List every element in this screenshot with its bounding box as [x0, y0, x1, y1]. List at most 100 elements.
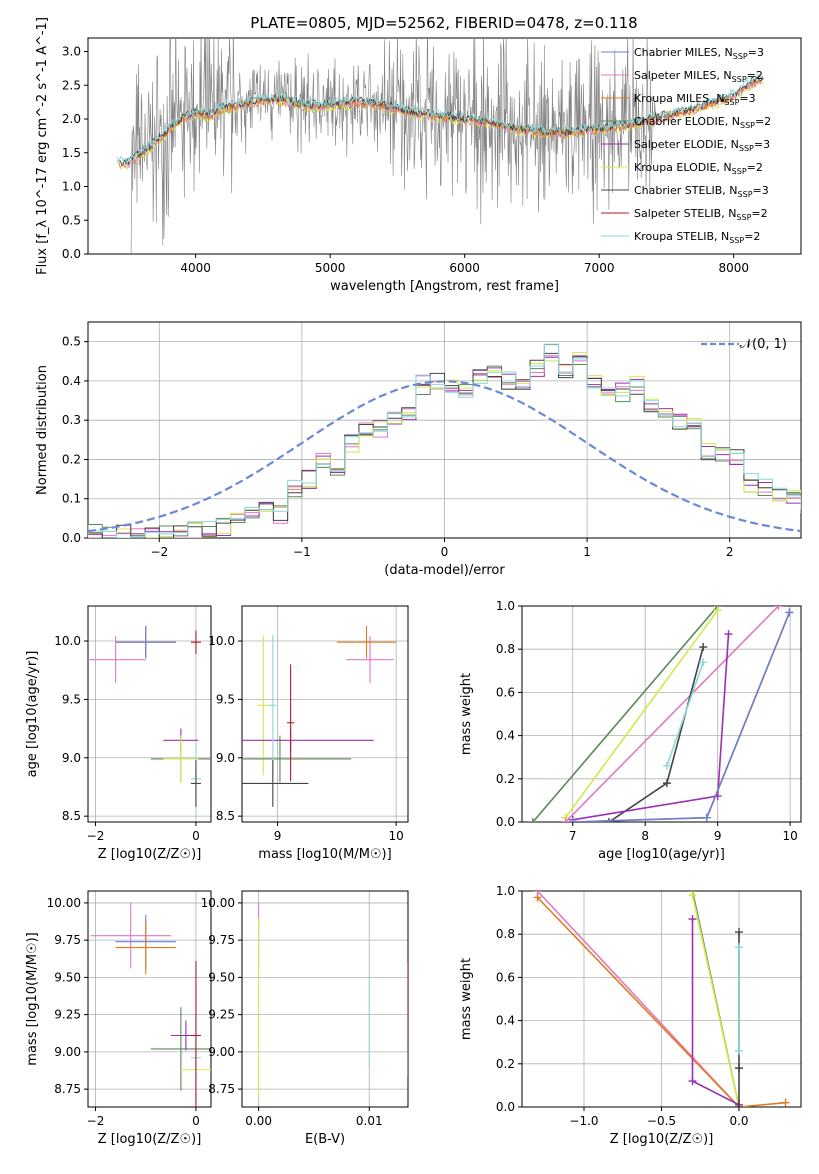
data-point-marker — [699, 643, 708, 652]
y-tick-label: 9.50 — [54, 970, 81, 984]
y-tick-label: 0.2 — [496, 772, 515, 786]
data-point-marker — [735, 1103, 743, 1107]
panels: 4000 5000 6000 7000 80000.00.51.01.52.02.53.… — [25, 17, 802, 1147]
y-axis-label: age [log10(age/yr)] — [25, 651, 40, 778]
legend-nssp: =2 — [755, 115, 771, 128]
data-point-marker — [533, 893, 542, 902]
axes-frame — [87, 890, 212, 1108]
x-tick-label: 4000 — [180, 261, 211, 275]
panel-massweight_vs_Z: −1.0 −0.5 0.0 0.0 0.2 0.4 0.6 0.8 1.0 Z [log10(Z/… — [459, 884, 802, 1147]
y-tick-label: 9.00 — [54, 1045, 81, 1059]
plot-area — [117, 38, 764, 254]
x-tick-label: 10 — [782, 829, 797, 843]
axes-frame — [87, 605, 212, 823]
legend-nssp: =2 — [747, 69, 763, 82]
panel-mass_vs_Z: −2 0 8.75 9.00 9.25 9.50 9.75 10.00 Z [log10(Z/Z… — [25, 890, 212, 1147]
y-tick-label: 9.75 — [54, 933, 81, 947]
data-point-marker — [528, 818, 537, 822]
plot-area — [528, 606, 794, 822]
x-tick-label: 8000 — [718, 261, 749, 275]
plot-area — [533, 891, 790, 1107]
mass-weight-line — [666, 661, 704, 767]
legend-subscript: SSP — [729, 236, 744, 245]
y-tick-label: 8.75 — [208, 1082, 235, 1096]
residual-histogram — [88, 343, 801, 538]
plot-area — [90, 902, 211, 1107]
axes-frame — [241, 605, 409, 823]
mass-weight-line — [572, 612, 791, 822]
y-tick-label: 0.5 — [62, 335, 81, 349]
y-tick-label: 0.6 — [496, 970, 515, 984]
y-tick-label: 0.2 — [496, 1057, 515, 1071]
legend-entry: Kroupa ELODIE, NSSP=2 — [634, 161, 763, 176]
panel-massweight_vs_age: 7 8 9 10 0.0 0.2 0.4 0.6 0.8 1.0 age [log10(age/yr… — [459, 599, 802, 862]
legend-subscript: SSP — [736, 213, 751, 222]
model-spectrum-line — [117, 78, 764, 169]
data-point-marker — [688, 1077, 697, 1086]
y-tick-label: 9.0 — [62, 751, 81, 765]
y-tick-label: 8.75 — [54, 1082, 81, 1096]
figure-title: PLATE=0805, MJD=52562, FIBERID=0478, z=0… — [250, 14, 637, 32]
panel-spectrum: 4000 5000 6000 7000 8000 0.0 0.5 1.0 1.5 2.0 2.5 3.… — [35, 17, 802, 294]
legend-subscript: SSP — [732, 167, 747, 176]
x-axis-label: Z [log10(Z/Z☉)] — [98, 1132, 202, 1147]
y-tick-label: 10.0 — [208, 634, 235, 648]
y-axis-label: mass weight — [459, 673, 474, 755]
legend-nssp: =3 — [739, 92, 755, 105]
y-tick-label: 0.8 — [496, 642, 515, 656]
data-point-marker — [735, 1046, 743, 1055]
normal-reference-curve — [88, 380, 801, 533]
residual-histogram — [88, 352, 801, 538]
legend-subscript: SSP — [733, 52, 748, 61]
plot-area — [88, 625, 211, 814]
data-point-marker — [699, 658, 708, 667]
mass-weight-line — [572, 612, 791, 822]
data-point-marker — [774, 606, 783, 610]
y-tick-label: 0.4 — [496, 729, 515, 743]
plot-area — [258, 902, 408, 1097]
legend-subscript: SSP — [740, 121, 755, 130]
x-tick-label: 0 — [192, 829, 200, 843]
y-tick-label: 0.2 — [62, 452, 81, 466]
y-tick-label: 0.0 — [496, 1100, 515, 1114]
y-tick-label: 8.5 — [62, 809, 81, 823]
x-tick-label: −2 — [87, 829, 105, 843]
legend-entry: Salpeter STELIB, NSSP=2 — [634, 207, 768, 222]
data-point-marker — [561, 818, 570, 822]
x-tick-label: 0 — [192, 1114, 200, 1128]
y-tick-label: 2.5 — [62, 78, 81, 92]
legend-entry: Chabrier ELODIE, NSSP=2 — [634, 115, 771, 130]
y-tick-label: 9.25 — [208, 1008, 235, 1022]
data-point-marker — [702, 813, 711, 822]
axes-frame — [87, 321, 802, 539]
y-tick-label: 9.50 — [208, 970, 235, 984]
plot-area — [242, 625, 397, 807]
y-tick-label: 9.00 — [208, 1045, 235, 1059]
data-point-marker — [688, 915, 697, 924]
mass-weight-line — [691, 895, 740, 1107]
panel-age_vs_Z: −2 0 8.5 9.0 9.5 10.0 Z [log10(Z/Z☉)] age [log1… — [25, 605, 212, 862]
plot-area — [88, 343, 801, 538]
y-axis-label: Flux [f_λ 10^-17 erg cm^-2 s^-1 A^-1] — [35, 17, 50, 275]
x-tick-label: 8 — [641, 829, 649, 843]
legend-entry: Chabrier MILES, NSSP=3 — [634, 46, 764, 61]
x-axis-label: Z [log10(Z/Z☉)] — [610, 1132, 714, 1147]
y-tick-label: 9.0 — [216, 751, 235, 765]
y-tick-label: 1.5 — [62, 146, 81, 160]
y-tick-label: 9.25 — [54, 1008, 81, 1022]
y-tick-label: 0.5 — [62, 213, 81, 227]
x-tick-label: 0 — [441, 545, 449, 559]
legend-nssp: =2 — [744, 230, 760, 243]
legend-subscript: SSP — [739, 144, 754, 153]
y-tick-label: 0.4 — [62, 374, 81, 388]
axes-frame — [87, 37, 802, 255]
data-point-marker — [713, 606, 722, 615]
legend-entry: Salpeter ELODIE, NSSP=3 — [634, 138, 770, 153]
x-tick-label: −1 — [293, 545, 311, 559]
mass-weight-line — [564, 609, 719, 819]
data-point-marker — [662, 761, 671, 770]
x-tick-label: 5000 — [315, 261, 346, 275]
axes-frame — [521, 890, 802, 1108]
y-tick-label: 3.0 — [62, 45, 81, 59]
y-tick-label: 8.5 — [216, 809, 235, 823]
